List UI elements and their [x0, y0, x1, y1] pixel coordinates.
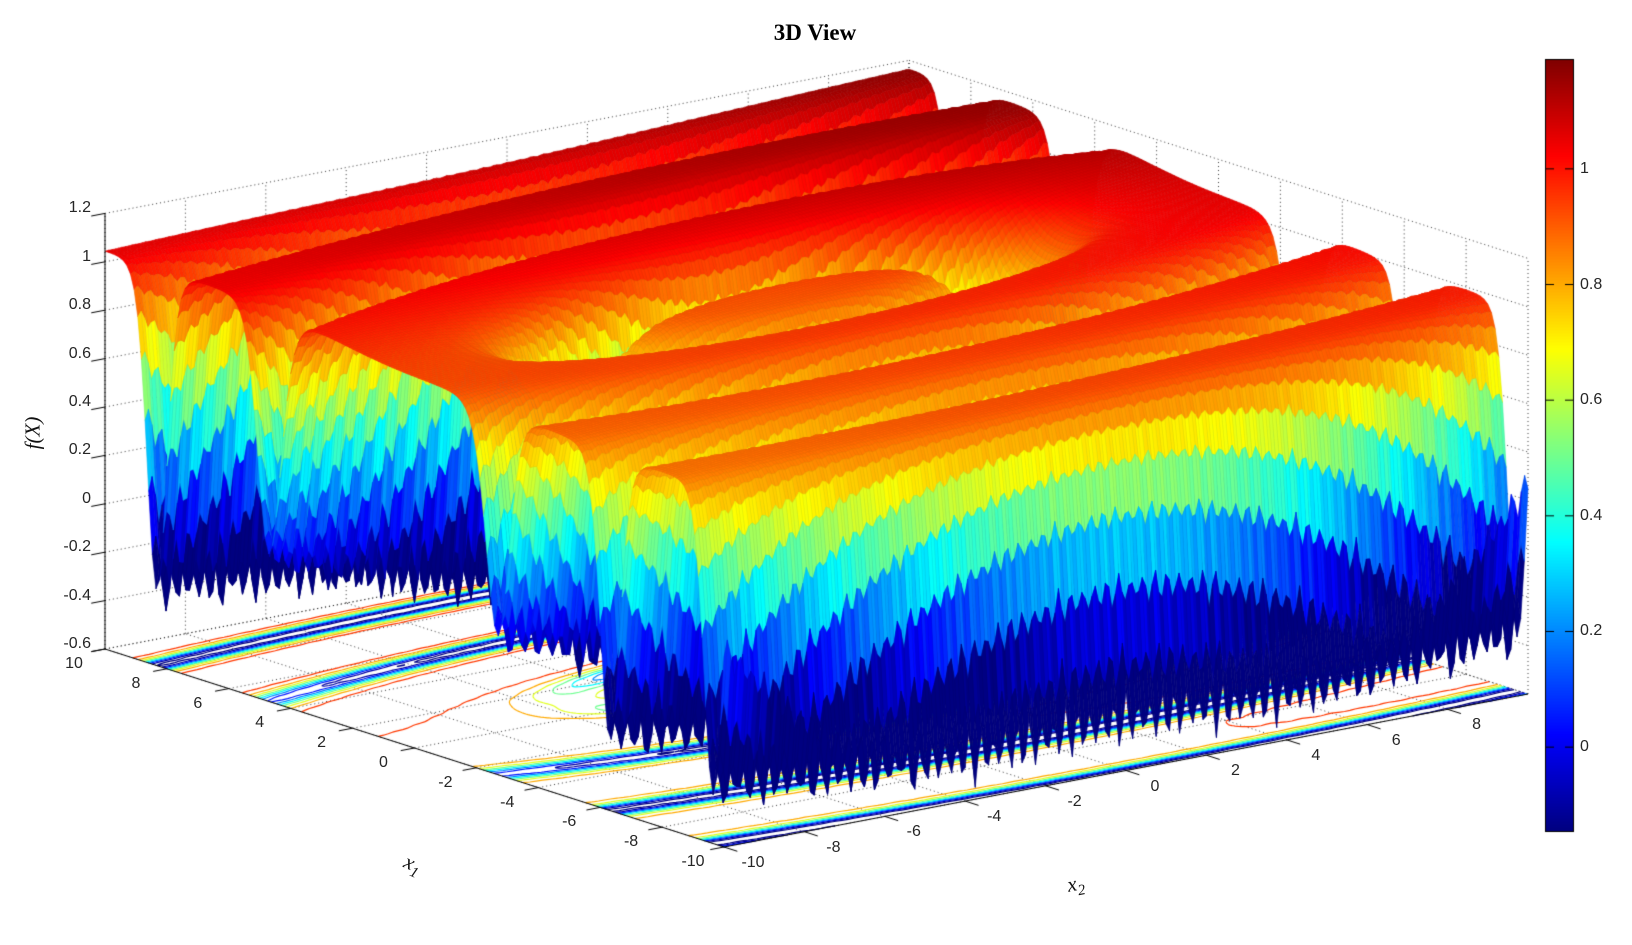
- figure-3d-surface-plot: 3D View f(X) x1 x2 1.2 1 0.8 0.6 0.4 0.2 0 -0.2…: [0, 0, 1632, 945]
- surface-plot-canvas: [0, 0, 1632, 945]
